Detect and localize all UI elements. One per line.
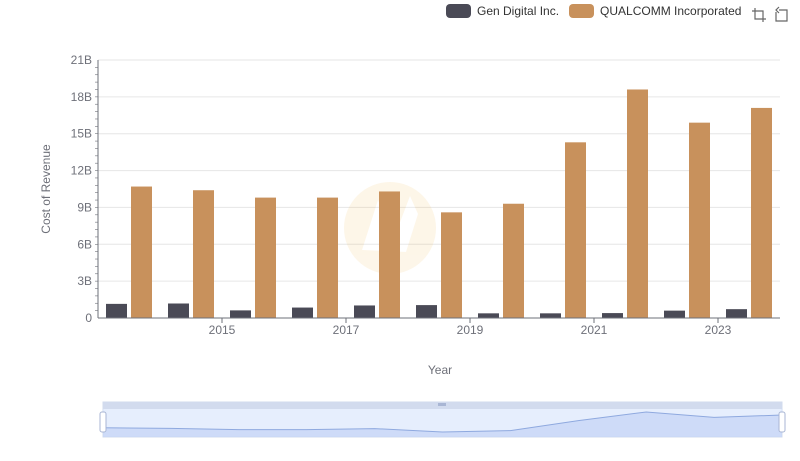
y-tick-label: 21B	[71, 53, 92, 67]
bar-gen-digital-2020	[478, 313, 499, 318]
legend-item-gen-digital[interactable]: Gen Digital Inc.	[446, 4, 559, 18]
bars	[106, 89, 772, 319]
zoom-icon[interactable]	[750, 6, 768, 24]
x-tick-label: 2017	[333, 323, 360, 337]
y-tick-label: 6B	[77, 237, 92, 251]
datazoom-preview-area	[103, 412, 782, 437]
x-tick-label: 2021	[581, 323, 608, 337]
legend-label: Gen Digital Inc.	[477, 4, 560, 18]
bar-qualcomm-2017	[317, 197, 338, 318]
y-tick-label: 0	[85, 311, 92, 325]
bar-qualcomm-2016	[255, 197, 276, 318]
toolbox	[746, 6, 790, 24]
legend-swatch	[446, 4, 471, 18]
bar-gen-digital-2021	[540, 313, 561, 318]
bar-qualcomm-2023	[689, 122, 710, 319]
datazoom-left-handle[interactable]	[99, 411, 107, 433]
datazoom-slider[interactable]	[99, 401, 786, 438]
bar-qualcomm-2014	[131, 186, 152, 318]
y-tick-label: 12B	[71, 164, 92, 178]
axes	[95, 60, 780, 319]
bar-qualcomm-2018	[379, 191, 400, 318]
bar-gen-digital-2024	[726, 309, 747, 318]
bar-qualcomm-2024	[751, 107, 772, 319]
datazoom-preview-line	[102, 411, 783, 433]
y-tick-label: 3B	[77, 274, 92, 288]
x-axis-ticks: 2015 2017 2019 2021 2023	[209, 318, 732, 337]
bar-gen-digital-2017	[292, 307, 313, 318]
bar-qualcomm-2015	[193, 190, 214, 318]
datazoom-right-handle[interactable]	[778, 411, 786, 433]
bar-gen-digital-2016	[230, 310, 251, 318]
x-axis-title: Year	[428, 363, 452, 377]
x-tick-label: 2023	[705, 323, 732, 337]
bar-gen-digital-2022	[602, 313, 623, 318]
y-tick-label: 18B	[71, 90, 92, 104]
bar-qualcomm-2022	[627, 89, 648, 318]
x-tick-label: 2015	[209, 323, 236, 337]
y-axis-ticks: 0 3B 6B 9B 12B 15B 18B 21B	[71, 53, 93, 325]
x-tick-label: 2019	[457, 323, 484, 337]
legend-label: QUALCOMM Incorporated	[600, 4, 742, 18]
bar-gen-digital-2023	[664, 310, 685, 318]
y-tick-label: 9B	[77, 200, 92, 214]
bar-gen-digital-2015	[168, 303, 189, 318]
legend-item-qualcomm[interactable]: QUALCOMM Incorporated	[569, 4, 741, 18]
bar-qualcomm-2020	[503, 203, 524, 318]
legend: Gen Digital Inc. QUALCOMM Incorporated	[446, 4, 751, 18]
y-tick-label: 15B	[71, 127, 92, 141]
bar-qualcomm-2021	[565, 142, 586, 318]
legend-swatch	[569, 4, 595, 18]
bar-gen-digital-2019	[416, 305, 437, 318]
bar-qualcomm-2019	[441, 212, 462, 318]
bar-gen-digital-2018	[354, 305, 375, 318]
y-axis-title: Cost of Revenue	[39, 144, 53, 234]
bar-gen-digital-2014	[106, 303, 127, 318]
datazoom-grip	[438, 403, 446, 406]
restore-icon[interactable]	[772, 6, 790, 24]
